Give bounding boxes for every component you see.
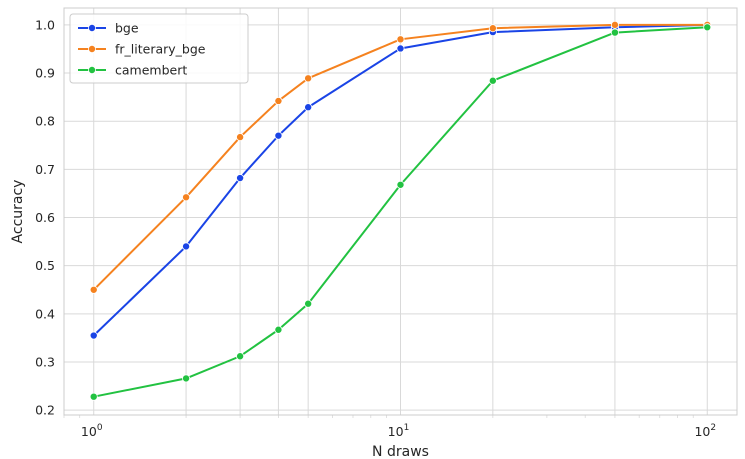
legend-label: bge [115,21,139,36]
legend-marker [88,23,97,32]
data-point [488,76,497,85]
y-tick-label: 0.3 [35,355,55,370]
y-tick-label: 0.2 [35,403,55,418]
data-point [236,352,245,361]
data-point [396,180,405,189]
data-point [182,193,191,202]
x-tick-label: 100 [81,423,103,439]
x-tick-label: 102 [694,423,716,439]
data-point [304,299,313,308]
y-tick-label: 0.9 [35,66,55,81]
data-point [89,331,98,340]
plot-frame [63,7,738,416]
y-tick-label: 0.5 [35,258,55,273]
legend-box [69,13,249,84]
x-axis-label: N draws [372,444,429,459]
data-point [396,44,405,53]
tick-labels: 0.2 0.3 0.4 0.5 0.6 0.7 0.8 0.9 1.0 100 101 102 [35,17,716,439]
data-point [89,392,98,401]
y-tick-label: 0.6 [35,210,55,225]
data-point [236,174,245,183]
series-lines [89,20,712,401]
y-tick-label: 1.0 [35,17,55,32]
legend: bge fr_literary_bge camembert [69,13,249,84]
y-tick-label: 0.7 [35,162,55,177]
legend-marker [88,45,97,54]
data-point [182,242,191,251]
data-point [610,20,619,29]
data-point [182,374,191,383]
y-tick-label: 0.8 [35,114,55,129]
legend-marker [88,66,97,75]
x-tick-label: 101 [388,423,410,439]
data-point [274,325,283,334]
data-point [274,96,283,105]
data-point [703,23,712,32]
data-point [396,35,405,44]
data-point [304,74,313,83]
legend-label: camembert [115,63,187,78]
y-tick-label: 0.4 [35,306,55,321]
data-point [89,285,98,294]
data-point [610,28,619,37]
y-axis-label: Accuracy [10,180,26,244]
data-point [274,131,283,140]
legend-label: fr_literary_bge [115,42,206,57]
data-point [304,103,313,112]
data-point [236,133,245,142]
data-point [488,24,497,33]
